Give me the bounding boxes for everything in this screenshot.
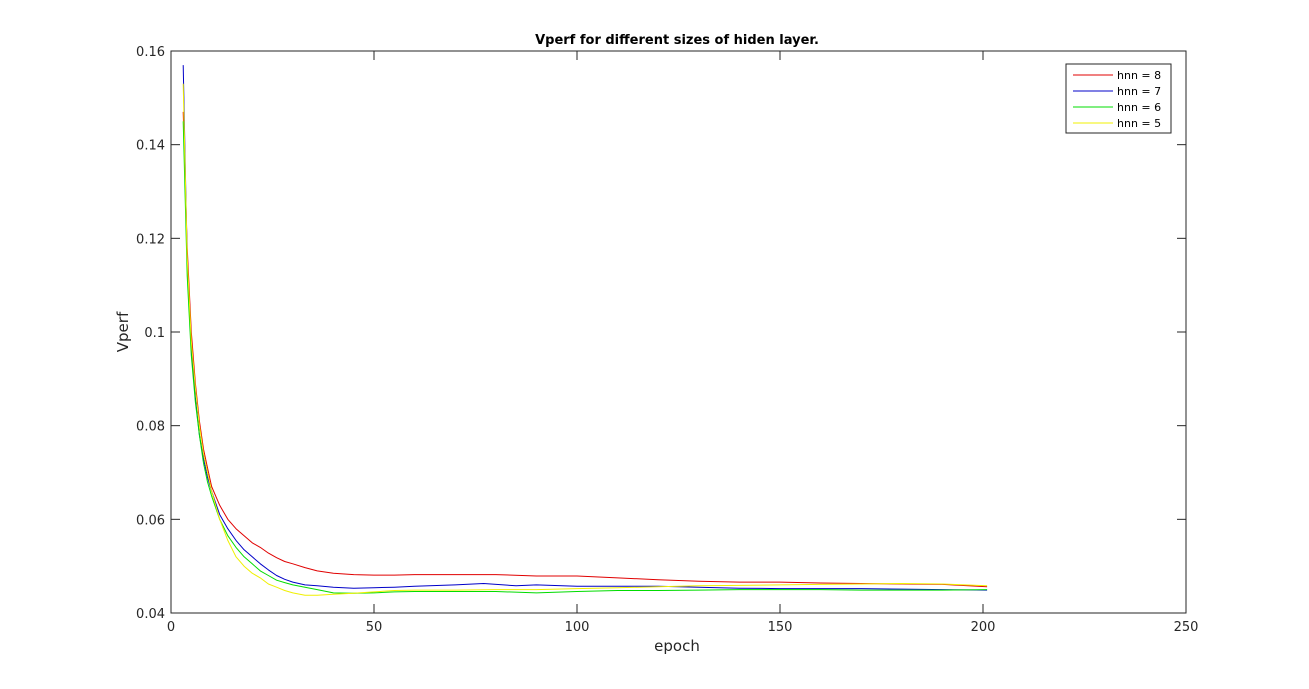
legend-label: hnn = 5: [1117, 117, 1161, 130]
series-line-hnn-7: [182, 65, 988, 591]
x-tick-label: 50: [366, 620, 383, 635]
y-axis-title: Vperf: [114, 311, 132, 352]
y-tick-label: 0.06: [136, 513, 165, 528]
plot-area: [170, 50, 1187, 614]
x-tick-label: 200: [971, 620, 996, 635]
y-tick-label: 0.14: [136, 139, 165, 154]
y-tick-label: 0.12: [136, 232, 165, 247]
series-layer: [182, 65, 988, 596]
series-line-hnn-6: [182, 121, 988, 594]
legend-label: hnn = 8: [1117, 69, 1161, 82]
y-tick-label: 0.08: [136, 420, 165, 435]
series-line-hnn-8: [182, 111, 988, 588]
y-tick-label: 0.16: [136, 45, 165, 60]
x-tick-label: 100: [565, 620, 590, 635]
x-tick-label: 0: [167, 620, 175, 635]
legend-label: hnn = 7: [1117, 85, 1161, 98]
axes-ticks: 0 50 100 150 200 250 0.04 0.06 0.08 0.1 0.12 0.14 0.…: [136, 45, 1198, 635]
series-line-hnn-5: [182, 83, 988, 596]
chart-title: Vperf for different sizes of hiden layer…: [535, 33, 819, 48]
x-axis-title: epoch: [654, 637, 700, 655]
x-tick-label: 150: [768, 620, 793, 635]
y-tick-label: 0.04: [136, 607, 165, 622]
y-tick-label: 0.1: [144, 326, 165, 341]
legend: hnn = 8 hnn = 7 hnn = 6 hnn = 5: [1065, 63, 1172, 134]
legend-items: hnn = 8 hnn = 7 hnn = 6 hnn = 5: [1073, 69, 1161, 130]
legend-label: hnn = 6: [1117, 101, 1161, 114]
x-tick-label: 250: [1174, 620, 1199, 635]
